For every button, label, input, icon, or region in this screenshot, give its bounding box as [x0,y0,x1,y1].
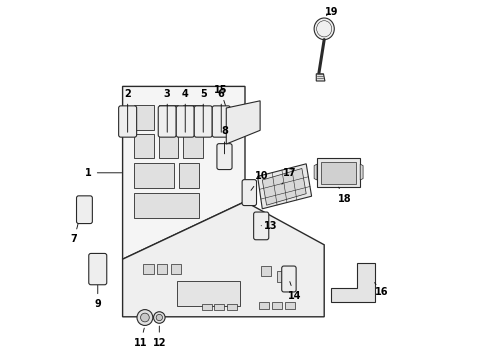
Text: 18: 18 [338,187,352,204]
FancyBboxPatch shape [119,106,137,137]
Text: 4: 4 [182,89,189,132]
FancyBboxPatch shape [194,106,212,137]
Text: 12: 12 [152,326,166,348]
Circle shape [156,314,163,321]
Text: 1: 1 [85,168,122,178]
Text: 5: 5 [200,89,207,132]
Bar [134,105,154,130]
Text: 9: 9 [95,285,101,309]
Bar [159,134,178,158]
Bar [159,105,178,130]
Polygon shape [360,164,363,180]
FancyBboxPatch shape [76,196,92,224]
Text: 16: 16 [374,283,389,297]
Ellipse shape [314,18,334,40]
Text: 19: 19 [325,6,338,17]
Polygon shape [316,74,325,81]
Polygon shape [262,168,306,205]
Bar [134,163,174,188]
Bar [134,193,198,218]
Bar [183,134,203,158]
Bar [183,105,203,130]
FancyBboxPatch shape [212,106,230,137]
Text: 15: 15 [214,85,227,105]
Circle shape [153,312,165,323]
Bar [179,163,198,188]
Text: 14: 14 [288,282,301,301]
Bar [171,264,181,274]
Circle shape [141,313,149,322]
Polygon shape [314,164,317,180]
Text: 11: 11 [134,328,147,348]
Bar [261,266,271,276]
Bar [144,264,153,274]
Text: 17: 17 [282,168,297,184]
Bar [134,134,154,158]
Polygon shape [122,86,245,259]
FancyBboxPatch shape [282,266,296,292]
FancyBboxPatch shape [254,212,269,240]
Polygon shape [122,202,324,317]
Text: 8: 8 [221,126,228,154]
Text: 13: 13 [261,221,278,231]
Bar [285,302,295,309]
FancyBboxPatch shape [217,144,232,170]
Polygon shape [317,158,360,187]
Bar [176,281,240,306]
Polygon shape [226,101,260,144]
Polygon shape [321,162,356,184]
Bar [227,304,237,310]
Text: 7: 7 [71,224,78,244]
Text: 2: 2 [124,89,131,132]
FancyBboxPatch shape [89,253,107,285]
Bar [277,271,288,282]
Text: 10: 10 [251,171,268,190]
FancyBboxPatch shape [242,180,257,206]
Text: 6: 6 [218,89,224,132]
Polygon shape [331,263,374,302]
Polygon shape [258,164,312,209]
Bar [259,302,270,309]
FancyBboxPatch shape [158,106,176,137]
Bar [215,304,224,310]
Bar [202,304,212,310]
Bar [157,264,167,274]
Text: 3: 3 [164,89,171,132]
Bar [272,302,282,309]
Circle shape [137,310,153,325]
FancyBboxPatch shape [176,106,194,137]
